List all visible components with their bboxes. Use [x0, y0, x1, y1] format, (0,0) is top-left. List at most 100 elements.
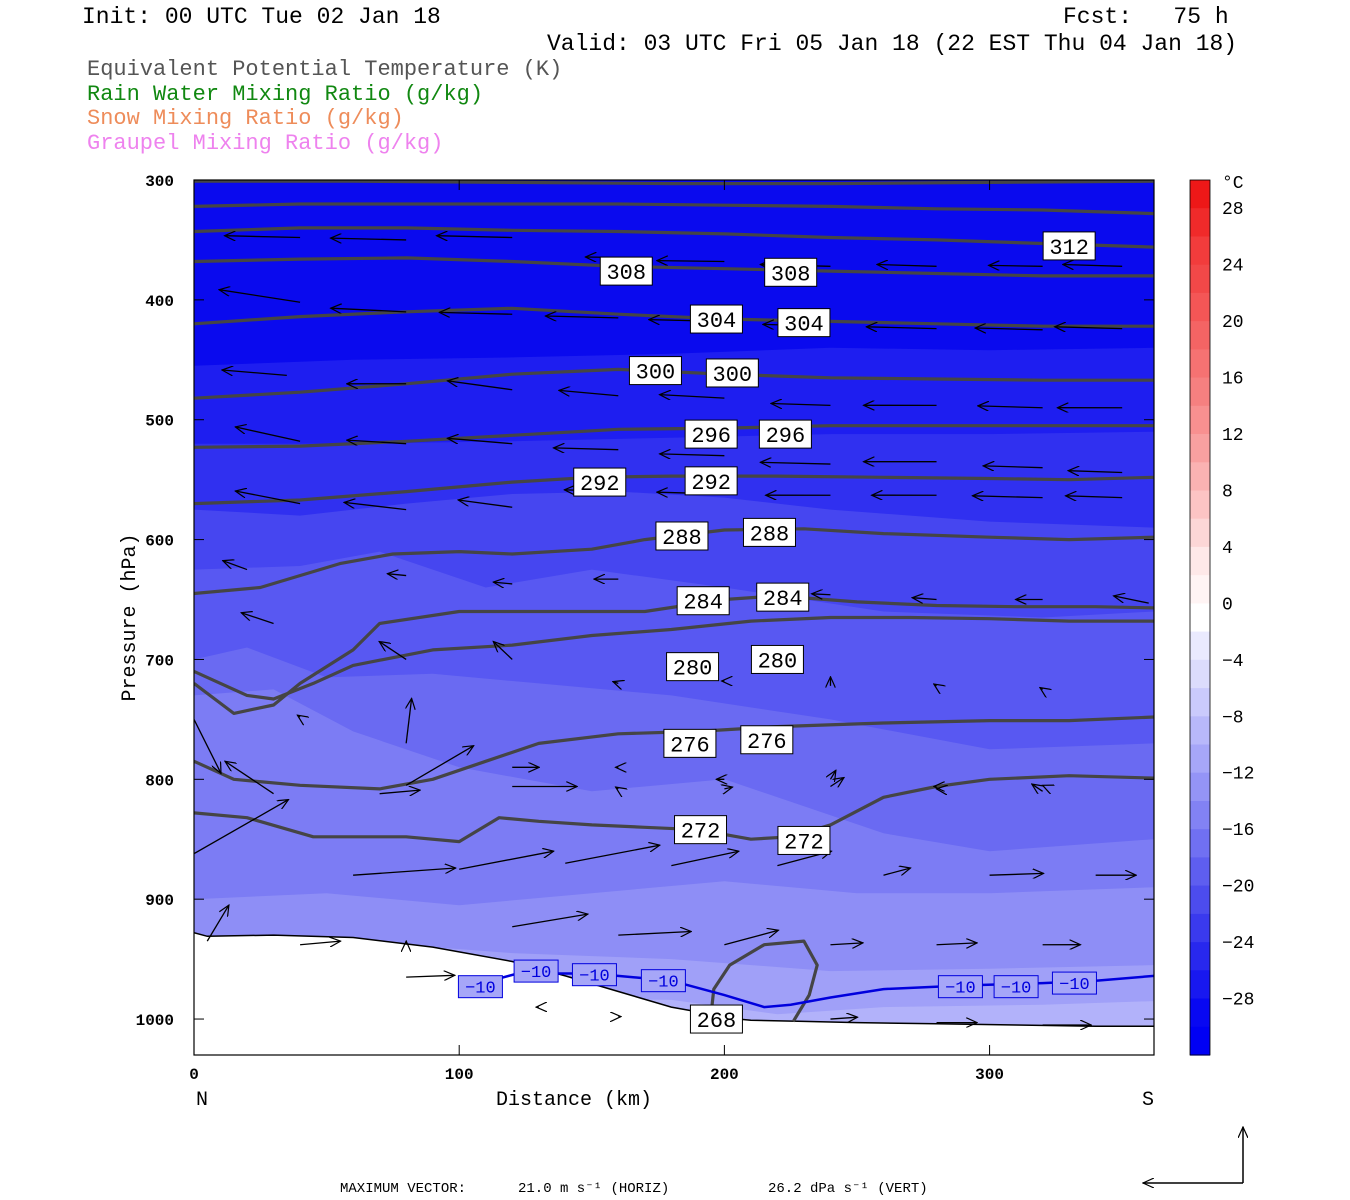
wind-vector	[493, 582, 513, 584]
contour-label: 296	[691, 424, 731, 449]
colorbar-label: −12	[1222, 765, 1254, 785]
colorbar-frame	[1189, 179, 1211, 1056]
theta-e-contour-276	[194, 715, 1154, 791]
wind-vector	[379, 790, 420, 794]
wind-vector	[883, 868, 911, 876]
isotherm-label: −10	[648, 974, 679, 993]
colorbar-band	[1190, 434, 1210, 463]
colorbar-band	[1190, 180, 1210, 209]
contour-label: 304	[784, 313, 824, 338]
colorbar-band	[1190, 462, 1210, 492]
wind-vector	[972, 496, 1043, 498]
legend-equiv-pot-temp: Equivalent Potential Temperature (K)	[87, 57, 563, 82]
wind-vector	[660, 395, 725, 399]
colorbar-band	[1190, 998, 1210, 1028]
wind-vector	[866, 327, 937, 329]
wind-vector	[671, 851, 738, 867]
colorbar-band	[1190, 631, 1210, 661]
wind-vector	[1066, 496, 1123, 498]
colorbar-band	[1190, 942, 1210, 971]
wind-vector	[978, 406, 1043, 408]
wind-vector	[223, 561, 248, 571]
wind-vector	[559, 390, 619, 397]
wind-vector	[936, 943, 977, 945]
colorbar-band	[1190, 405, 1210, 435]
wind-vector	[724, 787, 732, 789]
wind-vector	[1040, 688, 1043, 690]
x-end-label-south: S	[1142, 1089, 1154, 1112]
colorbar-label: −28	[1222, 991, 1254, 1011]
theta-e-contour-312	[194, 226, 1154, 249]
wind-vector	[235, 427, 301, 442]
contour-label-box	[573, 467, 627, 497]
isotherm-label-box	[640, 969, 686, 993]
x-tick-label: 100	[445, 1066, 474, 1084]
contour-label-box	[674, 815, 728, 845]
wind-vector	[975, 328, 1043, 330]
isotherm-label: −10	[579, 968, 610, 987]
contour-label: 276	[747, 730, 787, 755]
colorbar-band	[1190, 490, 1210, 520]
wind-vector	[760, 462, 831, 464]
wind-vector	[616, 787, 619, 789]
valid-time: Valid: 03 UTC Fri 05 Jan 18 (22 EST Thu …	[547, 31, 1238, 57]
contour-label: 308	[771, 262, 811, 287]
terrain-fill	[194, 932, 1154, 1055]
contour-label-box	[663, 728, 717, 758]
contour-label: 272	[681, 820, 721, 845]
isotherm-label: −10	[945, 980, 976, 999]
colorbar-label: 8	[1222, 482, 1233, 502]
colorbar-band	[1190, 264, 1210, 294]
colorbar-label: 28	[1222, 200, 1244, 220]
wind-vector	[989, 873, 1044, 875]
wind-vector	[912, 598, 937, 600]
colorbar-band	[1190, 970, 1210, 1000]
x-tick-label: 0	[189, 1066, 199, 1084]
init-label: Init: 00 UTC Tue 02 Jan 18	[82, 4, 441, 30]
contour-label-box	[764, 257, 818, 287]
wind-vector	[771, 404, 831, 406]
forecast-hour: Fcst: 75 h	[1063, 4, 1229, 30]
plot-area: 268 272 272 276 276 280 280 284 284 288 288 292 292 2…	[194, 180, 1154, 1055]
colorbar-band	[1190, 321, 1210, 350]
colorbar-unit: °C	[1222, 174, 1244, 194]
isotherm-label-box	[993, 975, 1039, 999]
colorbar-band	[1190, 801, 1210, 830]
legend-graupel-mixing: Graupel Mixing Ratio (g/kg)	[87, 131, 444, 156]
wind-vector	[618, 932, 691, 936]
wind-vector	[1114, 596, 1149, 604]
wind-vector	[219, 290, 301, 303]
contour-label: 296	[766, 424, 806, 449]
wind-vector	[297, 715, 300, 717]
isotherm-label-box	[1051, 971, 1097, 995]
contour-label: 292	[580, 472, 620, 497]
wind-vector	[1063, 265, 1123, 267]
wind-vector	[724, 930, 778, 946]
wind-vector	[877, 265, 937, 267]
contour-label: 304	[697, 309, 737, 334]
colorbar-band	[1190, 292, 1210, 322]
colorbar-band	[1190, 885, 1210, 915]
colorbar-label: −24	[1222, 934, 1254, 954]
wind-vector	[225, 236, 301, 238]
wind-vector	[565, 845, 660, 864]
wind-vector	[613, 682, 618, 684]
contour-label-box	[599, 256, 653, 286]
wind-vector	[447, 381, 513, 391]
colorbar-band	[1190, 349, 1210, 379]
colorbar-band	[1190, 772, 1210, 802]
wind-vector	[194, 719, 221, 773]
contour-label: 284	[763, 587, 803, 612]
wind-vector	[331, 308, 407, 312]
wind-vector	[447, 438, 513, 445]
plot-frame	[193, 179, 1155, 1056]
colorbar-label: 4	[1222, 539, 1233, 559]
colorbar-label: −8	[1222, 708, 1244, 728]
colorbar-label: −4	[1222, 652, 1244, 672]
contour-label: 272	[784, 830, 824, 855]
colorbar-band	[1190, 829, 1210, 858]
colorbar-band	[1190, 575, 1210, 604]
isotherm-label-box	[571, 963, 617, 987]
wind-vector	[830, 770, 835, 779]
x-tick-label: 200	[710, 1066, 739, 1084]
